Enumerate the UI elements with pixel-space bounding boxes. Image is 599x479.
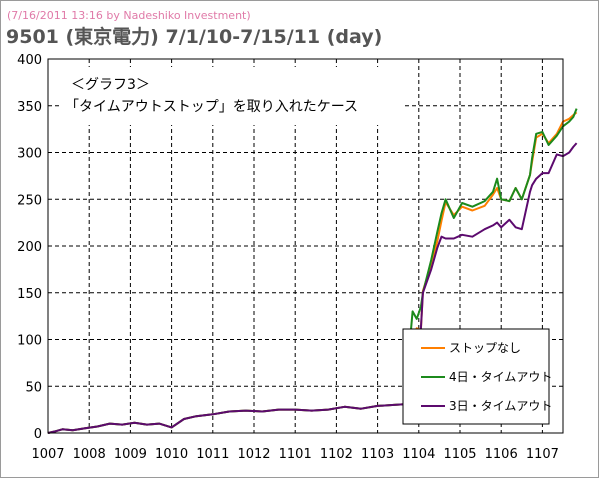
y-tick-label: 350: [17, 100, 42, 115]
legend-label-3: 3日・タイムアウト: [449, 399, 552, 413]
x-tick-label: 1107: [526, 447, 559, 462]
x-tick-label: 1008: [73, 447, 106, 462]
y-tick-label: 150: [17, 287, 42, 302]
y-tick-label: 300: [17, 147, 42, 162]
x-tick-label: 1104: [402, 447, 435, 462]
x-tick-label: 1009: [114, 447, 147, 462]
legend-label-1: ストップなし: [449, 341, 521, 355]
legend: ストップなし 4日・タイムアウト 3日・タイムアウト: [402, 328, 552, 425]
y-tick-label: 400: [17, 53, 42, 68]
x-tick-label: 1010: [155, 447, 188, 462]
y-axis: 0 50 100 150 200 250 300 350 400: [17, 53, 42, 442]
y-tick-label: 0: [34, 427, 42, 442]
x-tick-label: 1011: [196, 447, 229, 462]
x-tick-label: 1103: [361, 447, 394, 462]
y-tick-label: 50: [25, 380, 42, 395]
x-tick-label: 1012: [237, 447, 270, 462]
chart-title: 9501 (東京電力) 7/1/10-7/15/11 (day): [6, 25, 382, 48]
y-tick-label: 250: [17, 193, 42, 208]
annotation-box: ＜グラフ3＞ 「タイムアウトストップ」を取り入れたケース: [61, 67, 403, 125]
legend-label-2: 4日・タイムアウト: [449, 370, 552, 384]
y-tick-label: 100: [17, 334, 42, 349]
x-tick-label: 1007: [31, 447, 64, 462]
x-tick-label: 1105: [443, 447, 476, 462]
y-tick-label: 200: [17, 240, 42, 255]
annotation-line1: ＜グラフ3＞: [71, 77, 150, 93]
annotation-line2: 「タイムアウトストップ」を取り入れたケース: [65, 99, 358, 115]
plot-area: [47, 58, 564, 434]
x-tick-label: 1106: [485, 447, 518, 462]
x-axis: 1007 1008 1009 1010 1011 1012 1101 1102 1103 1104…: [31, 447, 558, 462]
x-tick-label: 1102: [320, 447, 353, 462]
chart-caption: (7/16/2011 13:16 by Nadeshiko Investment…: [7, 9, 251, 22]
x-tick-label: 1101: [279, 447, 312, 462]
